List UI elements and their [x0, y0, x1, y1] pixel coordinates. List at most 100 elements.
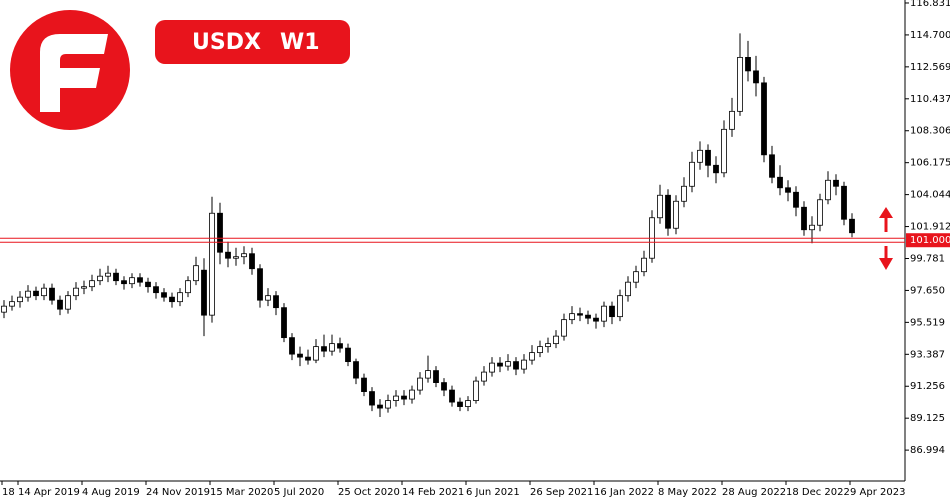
logo [10, 10, 130, 130]
candle-body [625, 281, 631, 297]
candle-body [209, 212, 215, 316]
y-tick-label: 97.650 [910, 285, 945, 296]
x-tick-label: 14 Apr 2019 [18, 487, 80, 498]
x-tick-label: 18 Dec 2022 [786, 487, 850, 498]
candle-body [593, 317, 599, 322]
candle-body [609, 305, 615, 318]
x-tick-label: 5 Jul 2020 [274, 487, 324, 498]
x-tick-label: 9 Apr 2023 [850, 487, 905, 498]
y-tick-label: 86.994 [910, 445, 945, 456]
candle-body [145, 281, 151, 288]
x-tick-label: 8 May 2022 [658, 487, 717, 498]
x-tick-label: 15 Mar 2020 [210, 487, 273, 498]
candle-body [377, 404, 383, 409]
x-tick-label: 25 Oct 2020 [338, 487, 400, 498]
y-tick-label: 101.912 [910, 222, 950, 233]
candle-body [17, 296, 23, 303]
candle-body [673, 200, 679, 229]
candle-body [81, 286, 87, 289]
candle-body [265, 295, 271, 301]
candle-body [585, 314, 591, 319]
candle-body [281, 307, 287, 339]
x-tick-label: 28 Aug 2022 [722, 487, 786, 498]
candle-body [313, 346, 319, 361]
candle-body [441, 382, 447, 391]
candle-body [401, 395, 407, 400]
candle-body [849, 218, 855, 234]
candle-body [705, 149, 711, 166]
candle-body [201, 269, 207, 316]
logo-glyph [40, 34, 108, 112]
candle-body [273, 295, 279, 309]
candle-body [137, 277, 143, 283]
candle-body [169, 296, 175, 303]
candle-body [25, 290, 31, 298]
candle-body [761, 82, 767, 156]
candle-body [257, 268, 263, 301]
candle-body [513, 361, 519, 370]
candle-body [713, 164, 719, 174]
candle-body [425, 370, 431, 379]
level-label: 101.000 [910, 235, 950, 246]
candle-body [225, 251, 231, 259]
y-tick-label: 99.781 [910, 253, 945, 264]
candle-body [537, 346, 543, 354]
candle-body [489, 362, 495, 373]
x-tick-label: 16 Jan 2022 [594, 487, 654, 498]
candle-body [153, 286, 159, 294]
candle-body [321, 346, 327, 352]
candle-body [577, 313, 583, 316]
candle-body [185, 280, 191, 294]
candle-body [65, 295, 71, 310]
y-tick-label: 114.700 [910, 30, 950, 41]
arrows [879, 207, 893, 270]
candle-body [793, 191, 799, 208]
candle-body [129, 277, 135, 285]
x-tick-label: 14 Feb 2021 [402, 487, 464, 498]
candle-body [297, 353, 303, 358]
candle-body [161, 292, 167, 298]
candle-body [817, 199, 823, 226]
x-tick-label: 24 Nov 2019 [146, 487, 210, 498]
candle-body [521, 359, 527, 370]
arrow-up-head [879, 207, 893, 218]
candle-body [105, 272, 111, 277]
candle-body [561, 319, 567, 337]
candle-body [721, 128, 727, 174]
candle-body [833, 179, 839, 187]
arrow-down-head [879, 258, 893, 270]
y-tick-label: 89.125 [910, 413, 945, 424]
y-tick-label: 110.437 [910, 94, 950, 105]
candle-body [41, 287, 47, 297]
symbol-badge [155, 20, 350, 64]
candle-body [497, 362, 503, 367]
symbol: USDX [192, 30, 261, 55]
plot [1, 33, 855, 418]
candle-body [481, 371, 487, 382]
candle-body [545, 343, 551, 348]
candle-body [121, 280, 127, 285]
y-tick-label: 95.519 [910, 317, 945, 328]
candle-body [345, 347, 351, 363]
x-tick-label: 6 Jun 2021 [466, 487, 520, 498]
x-tick-label: 26 Sep 2021 [530, 487, 593, 498]
candle-body [241, 253, 247, 258]
candle-body [569, 313, 575, 321]
candle-body [465, 400, 471, 407]
candle-body [193, 265, 199, 282]
candle-body [809, 224, 815, 231]
candle-body [449, 389, 455, 403]
candle-body [641, 257, 647, 273]
candle-body [697, 149, 703, 163]
candle-body [553, 335, 559, 345]
candle-body [737, 56, 743, 112]
candle-body [633, 271, 639, 283]
candle-body [217, 212, 223, 253]
candle-body [617, 295, 623, 318]
candle-body [769, 154, 775, 178]
candle-body [369, 391, 375, 406]
candle-body [753, 70, 759, 84]
y-tick-label: 93.387 [910, 349, 945, 360]
candle-body [409, 389, 415, 400]
